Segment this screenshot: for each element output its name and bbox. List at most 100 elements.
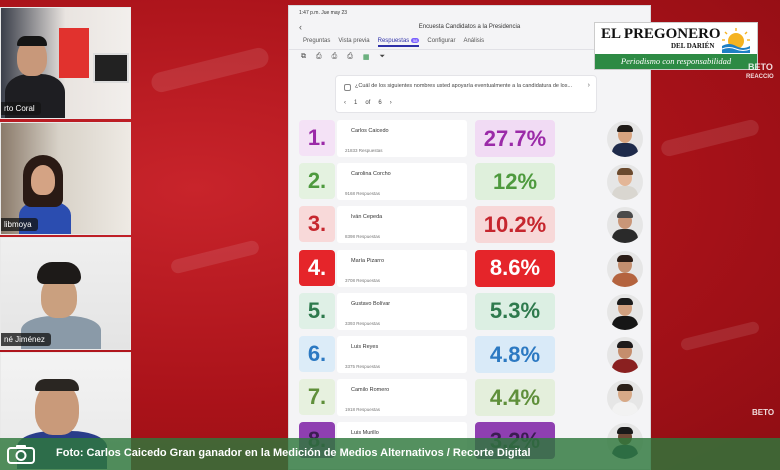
result-row: 5. Gustavo Bolívar 3393 Respuestas 5.3% — [289, 290, 650, 333]
candidate-card[interactable]: Luis Reyes 3375 Respuestas — [337, 336, 467, 373]
status-bar-time: 1:47 p.m. Jue may 23 — [299, 10, 348, 16]
candidate-name: Iván Cepeda — [351, 214, 383, 221]
rank-badge: 2. — [299, 163, 335, 200]
previous-icon[interactable]: ‹ — [344, 100, 346, 106]
candidate-card[interactable]: Carlos Caicedo 21833 Respuestas — [337, 120, 467, 157]
watermark-bottom: BETO — [752, 408, 775, 417]
tab-preguntas[interactable]: Preguntas — [303, 38, 331, 44]
rank-badge: 3. — [299, 206, 335, 243]
candidate-responses: 1918 Respuestas — [345, 407, 381, 413]
page-current: 1 — [354, 100, 358, 106]
tab-vista-previa[interactable]: Vista previa — [338, 38, 370, 44]
form-header: ‹ Encuesta Candidatos a la Presidencia — [289, 20, 650, 36]
result-row: 6. Luis Reyes 3375 Respuestas 4.8% — [289, 333, 650, 376]
candidate-photo — [607, 250, 643, 287]
candidate-photo — [607, 380, 643, 417]
tab-analisis[interactable]: Análisis — [463, 38, 485, 44]
candidate-responses: 3393 Respuestas — [345, 320, 381, 326]
result-row: 2. Carolina Corcho 9168 Respuestas 12% — [289, 160, 650, 203]
camera-icon — [7, 445, 35, 464]
participant-feed-3: né Jiménez — [0, 237, 131, 350]
candidate-responses: 9168 Respuestas — [345, 191, 381, 197]
export-icon[interactable]: ⎙ — [347, 53, 353, 60]
copy-icon[interactable]: ⧉ — [301, 53, 306, 60]
candidate-card[interactable]: María Pizarro 3708 Respuestas — [337, 249, 467, 287]
percentage-badge: 5.3% — [475, 292, 555, 330]
candidate-photo — [607, 293, 643, 330]
candidate-photo — [607, 121, 643, 157]
response-toolbar: ⧉ ⎙ ⎙ ⎙ ▦ ⏷ — [289, 50, 650, 64]
candidate-photo — [607, 164, 643, 201]
rank-badge: 6. — [299, 336, 335, 372]
question-icon — [344, 84, 351, 91]
responses-count-badge: 58 — [410, 38, 420, 43]
candidate-name: María Pizarro — [351, 257, 385, 264]
logo-subtitle: DEL DARIÉN — [671, 42, 715, 50]
candidate-responses: 3375 Respuestas — [345, 364, 381, 369]
print-all-icon[interactable]: ⎙ — [331, 53, 338, 60]
form-tabs: Preguntas Vista previa Respuestas 58 Con… — [289, 36, 650, 50]
result-row: 3. Iván Cepeda 8398 Respuestas 10.2% — [289, 203, 650, 246]
participant-feed-2: libmoya — [0, 122, 131, 235]
result-row: 4. María Pizarro 3708 Respuestas 8.6% — [289, 247, 650, 290]
candidate-card[interactable]: Camilo Romero 1918 Respuestas — [337, 379, 467, 417]
logo-tagline: Periodismo con responsabilidad — [595, 54, 757, 69]
candidate-photo — [607, 337, 643, 373]
candidate-card[interactable]: Iván Cepeda 8398 Respuestas — [337, 206, 467, 244]
filter-icon[interactable]: ⏷ — [379, 53, 386, 60]
result-row: 7. Camilo Romero 1918 Respuestas 4.4% — [289, 376, 650, 419]
candidate-responses: 8398 Respuestas — [345, 234, 381, 240]
rank-badge: 5. — [299, 292, 335, 329]
rank-badge: 1. — [299, 120, 335, 156]
sun-waves-icon — [721, 28, 751, 53]
result-row: 1. Carlos Caicedo 21833 Respuestas 27.7% — [289, 117, 650, 160]
rank-badge: 4. — [299, 249, 335, 286]
percentage-badge: 12% — [475, 163, 555, 201]
tab-configurar[interactable]: Configurar — [427, 38, 456, 44]
candidate-name: Gustavo Bolívar — [351, 300, 391, 307]
participant-name-tag: né Jiménez — [1, 333, 51, 346]
shelf-decoration — [59, 28, 89, 78]
question-card[interactable]: ¿Cuál de los siguientes nombres usted ap… — [335, 75, 597, 113]
logo-title: EL PREGONERO — [601, 26, 721, 42]
browser-panel: 1:47 p.m. Jue may 23 ‹ Encuesta Candidat… — [288, 5, 651, 470]
question-text: ¿Cuál de los siguientes nombres usted ap… — [355, 83, 573, 89]
percentage-badge: 10.2% — [475, 206, 555, 244]
candidate-name: Camilo Romero — [351, 387, 390, 394]
participant-name-tag: rto Coral — [1, 102, 41, 115]
watermark-top-sub: REACCIO — [746, 74, 774, 80]
watermark-top: BETO — [748, 62, 773, 72]
caption-label: Foto: — [56, 447, 84, 459]
candidate-name: Luis Reyes — [351, 344, 379, 350]
next-icon[interactable]: › — [389, 100, 392, 106]
monitor — [93, 53, 129, 83]
candidate-responses: 3708 Respuestas — [345, 277, 381, 283]
percentage-badge: 8.6% — [475, 249, 555, 287]
candidate-name: Carlos Caicedo — [351, 128, 389, 134]
candidate-photo — [607, 207, 643, 244]
tab-respuestas[interactable]: Respuestas 58 — [377, 38, 420, 47]
page-total: 6 — [378, 100, 382, 106]
caption-bar: Foto: Carlos Caicedo Gran ganador en la … — [0, 438, 780, 470]
participant-feeds: rto Coral libmoya né Jiménez — [0, 7, 131, 470]
chevron-right-icon[interactable]: › — [587, 82, 590, 89]
candidate-name: Luis Murillo — [351, 430, 379, 437]
candidate-name: Carolina Corcho — [351, 171, 391, 178]
candidate-card[interactable]: Carolina Corcho 9168 Respuestas — [337, 163, 467, 201]
caption-headline: Carlos Caicedo Gran ganador en la Medici… — [86, 447, 531, 459]
pregonero-logo: EL PREGONERO DEL DARIÉN Periodismo con r… — [594, 22, 758, 70]
spreadsheet-icon[interactable]: ▦ — [362, 54, 370, 61]
print-icon[interactable]: ⎙ — [316, 53, 322, 60]
percentage-badge: 4.8% — [475, 336, 555, 373]
page-separator: of — [365, 100, 371, 106]
rank-badge: 7. — [299, 379, 335, 416]
percentage-badge: 27.7% — [475, 120, 555, 157]
participant-feed-1: rto Coral — [0, 7, 131, 119]
caption-text: Foto: Carlos Caicedo Gran ganador en la … — [56, 447, 531, 459]
percentage-badge: 4.4% — [475, 379, 555, 417]
form-title: Encuesta Candidatos a la Presidencia — [418, 24, 521, 30]
back-arrow-icon[interactable]: ‹ — [299, 22, 302, 32]
candidate-card[interactable]: Gustavo Bolívar 3393 Respuestas — [337, 292, 467, 330]
participant-name-tag: libmoya — [1, 218, 38, 231]
question-pager: ‹ 1 of 6 › — [344, 100, 392, 106]
